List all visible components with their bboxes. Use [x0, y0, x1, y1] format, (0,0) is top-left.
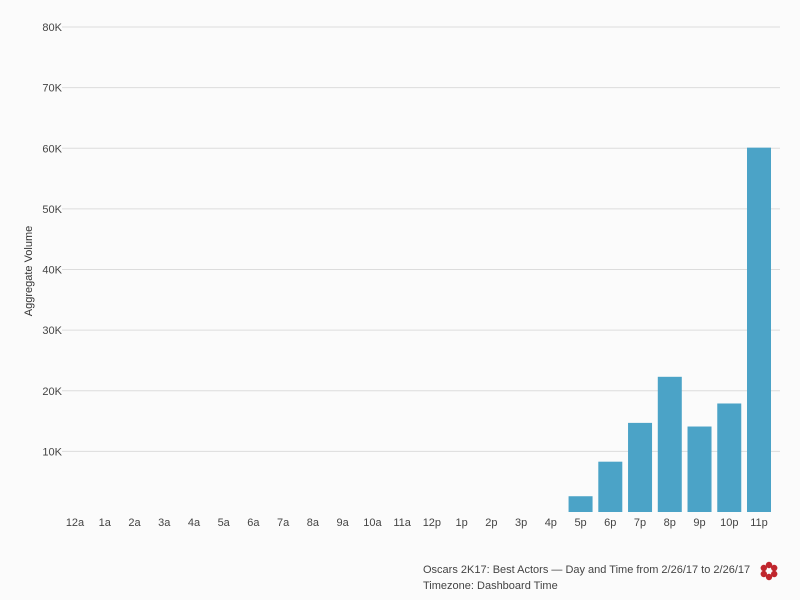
x-tick-label: 3p	[515, 517, 527, 529]
y-tick-label: 50K	[42, 204, 62, 216]
x-axis-ticks: 12a 1a 2a 3a 4a 5a 6a 7a 8a 9a 10a 11a 12p 1p 2p 3p 4p 5p…	[66, 517, 768, 529]
y-tick-label: 60K	[42, 143, 62, 155]
x-tick-label: 6p	[604, 517, 616, 529]
y-tick-label: 80K	[42, 22, 62, 34]
x-tick-label: 5a	[218, 517, 231, 529]
x-tick-label: 7a	[277, 517, 290, 529]
bar-9p[interactable]	[687, 426, 712, 512]
x-tick-label: 2p	[485, 517, 497, 529]
x-tick-label: 1a	[99, 517, 112, 529]
x-tick-label: 9p	[693, 517, 705, 529]
x-tick-label: 9a	[337, 517, 350, 529]
footer-title: Oscars 2K17: Best Actors — Day and Time …	[423, 564, 751, 576]
flower-logo-icon	[760, 561, 778, 581]
bar-6p[interactable]	[598, 461, 623, 512]
y-tick-label: 40K	[42, 265, 62, 277]
y-tick-label: 70K	[42, 83, 62, 95]
y-tick-label: 10K	[42, 446, 62, 458]
x-tick-label: 4p	[545, 517, 557, 529]
x-tick-label: 8p	[664, 517, 676, 529]
x-tick-label: 11a	[393, 517, 411, 529]
chart-footer: Oscars 2K17: Best Actors — Day and Time …	[423, 562, 750, 594]
x-tick-label: 10a	[363, 517, 382, 529]
bar-7p[interactable]	[628, 422, 653, 512]
y-axis-label: Aggregate Volume	[23, 226, 35, 317]
footer-timezone: Timezone: Dashboard Time	[423, 580, 558, 592]
bar-5p[interactable]	[568, 496, 593, 512]
x-tick-label: 5p	[574, 517, 586, 529]
bar-8p[interactable]	[657, 376, 682, 512]
bars	[568, 147, 771, 513]
y-tick-label: 20K	[42, 386, 62, 398]
x-tick-label: 3a	[158, 517, 171, 529]
x-tick-label: 6a	[247, 517, 260, 529]
x-tick-label: 7p	[634, 517, 646, 529]
y-tick-label: 30K	[42, 325, 62, 337]
x-tick-label: 12a	[66, 517, 85, 529]
x-tick-label: 4a	[188, 517, 201, 529]
x-tick-label: 2a	[128, 517, 141, 529]
x-tick-label: 1p	[455, 517, 467, 529]
x-tick-label: 12p	[423, 517, 441, 529]
x-tick-label: 10p	[720, 517, 738, 529]
x-tick-label: 8a	[307, 517, 320, 529]
bar-11p[interactable]	[747, 147, 771, 513]
y-axis-ticks: 10K 20K 30K 40K 50K 60K 70K 80K	[42, 22, 62, 458]
bar-10p[interactable]	[717, 403, 742, 512]
x-tick-label: 11p	[750, 517, 768, 529]
gridlines	[62, 26, 780, 452]
